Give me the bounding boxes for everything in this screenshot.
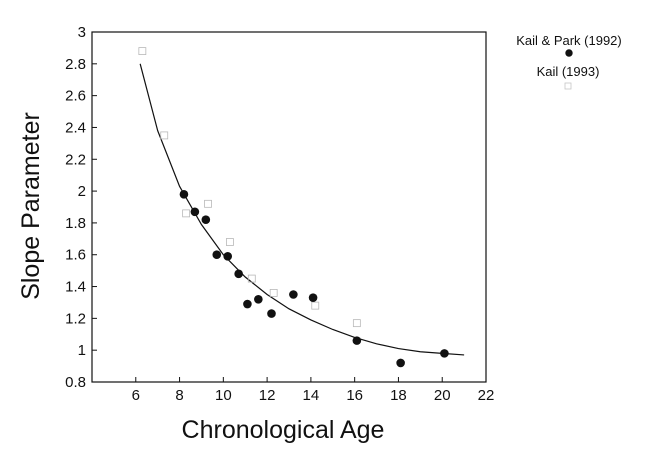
kail-1993-point-1	[138, 47, 147, 55]
kail-park-1992-point-13	[396, 358, 405, 368]
y-tick-label-2.8: 2.8	[65, 56, 86, 73]
fit-curve-layer	[139, 63, 465, 356]
kail-park-1992-point-9	[267, 309, 276, 318]
kail-park-1992-point-14	[440, 349, 449, 358]
y-tick-label-3: 3	[78, 24, 86, 41]
kail-park-1992-point-11	[308, 293, 318, 302]
x-tick-label-14: 14	[303, 387, 320, 404]
kail-park-1992-series-layer	[179, 189, 449, 368]
legend-label-kail-1993: Kail (1993)	[537, 64, 600, 79]
y-tick-label-2.6: 2.6	[65, 88, 86, 105]
x-tick-label-18: 18	[390, 387, 407, 404]
x-axis-title: Chronological Age	[182, 416, 385, 444]
y-tick-label-2.4: 2.4	[65, 119, 86, 136]
x-tick-label-16: 16	[346, 387, 363, 404]
y-tick-label-1.8: 1.8	[65, 215, 86, 232]
x-axis-ticks: 6 8 10 12 14 16 18 20 22	[132, 377, 495, 404]
kail-1993-series-layer	[138, 47, 361, 328]
kail-park-1992-point-2	[190, 207, 200, 217]
kail-1993-point-3	[182, 209, 191, 218]
kail-park-1992-point-8	[254, 294, 263, 304]
y-tick-label-1: 1	[78, 342, 86, 359]
kail-1993-point-7	[269, 289, 278, 297]
legend-marker-kail-park-1992	[565, 49, 573, 57]
y-tick-label-0.8: 0.8	[65, 374, 86, 391]
kail-1993-point-2	[160, 131, 169, 140]
kail-1993-point-4	[204, 199, 212, 208]
legend: Kail & Park (1992) Kail (1993)	[516, 33, 622, 90]
fit-curve-line	[139, 63, 465, 356]
y-tick-label-1.6: 1.6	[65, 247, 86, 264]
y-axis-title: Slope Parameter	[17, 112, 45, 300]
kail-1993-point-8	[311, 301, 320, 310]
kail-park-1992-point-7	[243, 299, 252, 309]
x-tick-label-20: 20	[434, 387, 451, 404]
kail-1993-point-5	[225, 238, 234, 246]
kail-park-1992-point-12	[352, 336, 362, 345]
x-tick-label-8: 8	[175, 387, 183, 404]
kail-1993-point-9	[352, 319, 361, 328]
x-tick-label-12: 12	[259, 387, 276, 404]
kail-park-1992-point-1	[179, 189, 189, 199]
legend-marker-kail-1993	[564, 82, 572, 90]
x-tick-label-10: 10	[215, 387, 232, 404]
x-tick-label-6: 6	[132, 387, 140, 404]
y-tick-label-1.4: 1.4	[65, 279, 86, 296]
legend-label-kail-park-1992: Kail & Park (1992)	[516, 33, 622, 48]
kail-park-1992-point-6	[234, 269, 243, 279]
plot-frame	[91, 31, 487, 383]
kail-park-1992-point-10	[289, 290, 298, 299]
y-tick-label-1.2: 1.2	[65, 310, 86, 327]
kail-1993-point-6	[247, 274, 256, 283]
y-axis-ticks: 0.8 1 1.2 1.4 1.6 1.8 2 2.2 2.4 2.6 2.8 3	[65, 24, 97, 391]
kail-park-1992-point-5	[223, 252, 233, 261]
kail-park-1992-point-4	[212, 250, 222, 260]
x-tick-label-22: 22	[478, 387, 495, 404]
kail-park-1992-point-3	[201, 215, 211, 225]
y-tick-label-2: 2	[78, 183, 86, 200]
y-tick-label-2.2: 2.2	[65, 151, 86, 168]
